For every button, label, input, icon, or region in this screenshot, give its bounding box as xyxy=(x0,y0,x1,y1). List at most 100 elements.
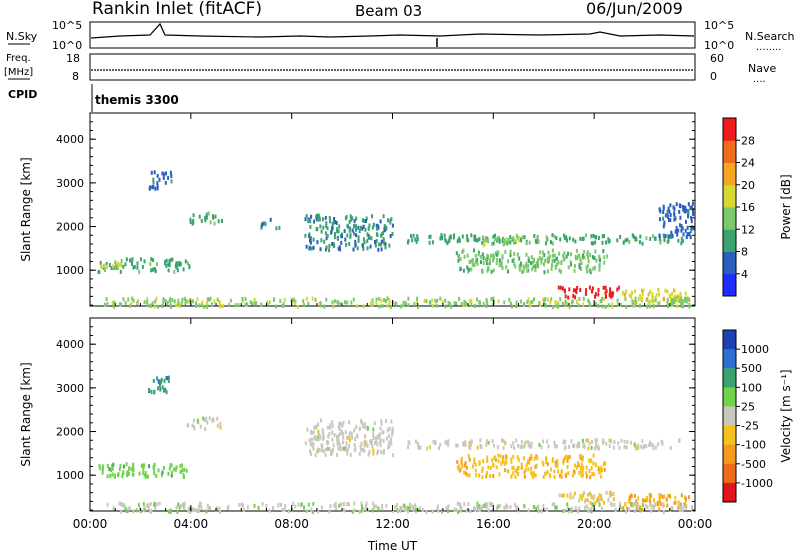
echo-cell xyxy=(650,442,652,447)
echo-cell xyxy=(613,440,616,445)
echo-cell xyxy=(601,468,604,473)
echo-cell xyxy=(154,299,157,304)
echo-cell xyxy=(120,263,123,267)
echo-cell xyxy=(353,443,356,447)
echo-cell xyxy=(669,446,672,450)
echo-cell xyxy=(643,498,646,503)
echo-cell xyxy=(684,496,687,501)
echo-cell xyxy=(376,442,379,447)
echo-cell xyxy=(590,445,593,450)
echo-cell xyxy=(244,302,247,307)
echo-cell xyxy=(343,508,346,513)
echo-cell xyxy=(576,509,579,514)
echo-cell xyxy=(253,503,256,508)
echo-cell xyxy=(538,255,541,260)
echo-cell xyxy=(174,467,177,472)
echo-cell xyxy=(327,446,330,451)
echo-region xyxy=(304,418,395,458)
echo-cell xyxy=(486,238,489,243)
echo-cell xyxy=(511,304,513,309)
echo-cell xyxy=(407,303,410,307)
echo-cell xyxy=(353,508,356,513)
echo-cell xyxy=(458,236,461,241)
echo-cell xyxy=(114,473,116,478)
echo-cell xyxy=(469,509,472,514)
echo-cell xyxy=(328,431,331,436)
echo-cell xyxy=(476,238,479,243)
echo-cell xyxy=(152,180,155,185)
echo-cell xyxy=(380,419,383,424)
echo-cell xyxy=(388,298,391,302)
echo-cell xyxy=(635,506,638,511)
echo-cell xyxy=(557,285,560,290)
nsky-left-tick-bottom: 10^0 xyxy=(52,39,82,52)
echo-cell xyxy=(668,493,671,498)
echo-cell xyxy=(545,457,548,462)
echo-cell xyxy=(539,250,542,255)
echo-cell xyxy=(148,464,151,469)
echo-cell xyxy=(602,438,605,443)
echo-cell xyxy=(381,506,384,511)
echo-cell xyxy=(198,214,201,219)
echo-cell xyxy=(192,507,195,512)
echo-cell xyxy=(161,385,164,390)
echo-cell xyxy=(658,237,661,242)
echo-cell xyxy=(629,496,632,501)
echo-cell xyxy=(382,430,385,435)
echo-cell xyxy=(637,446,640,450)
echo-cell xyxy=(582,253,584,258)
echo-cell xyxy=(589,252,592,257)
echo-cell xyxy=(581,438,584,443)
echo-cell xyxy=(583,491,586,495)
echo-cell xyxy=(445,239,448,244)
echo-cell xyxy=(639,508,642,513)
echo-cell xyxy=(580,496,583,501)
echo-cell xyxy=(550,266,553,271)
echo-cell xyxy=(111,472,114,477)
echo-region xyxy=(148,170,173,191)
echo-cell xyxy=(273,297,276,302)
echo-cell xyxy=(447,301,450,306)
echo-cell xyxy=(471,258,474,263)
echo-cell xyxy=(522,269,525,274)
echo-cell xyxy=(666,209,669,214)
echo-cell xyxy=(335,434,338,439)
echo-cell xyxy=(265,504,268,508)
echo-cell xyxy=(601,234,604,239)
echo-cell xyxy=(514,502,517,507)
echo-cell xyxy=(646,505,649,510)
echo-cell xyxy=(196,297,199,302)
echo-cell xyxy=(183,501,186,506)
colorbar-segment xyxy=(723,184,736,208)
echo-cell xyxy=(331,226,334,231)
echo-cell xyxy=(156,181,159,186)
echo-cell xyxy=(527,467,530,472)
echo-cell xyxy=(514,468,517,473)
echo-cell xyxy=(118,262,121,267)
echo-cell xyxy=(648,443,651,447)
echo-cell xyxy=(634,300,637,305)
echo-cell xyxy=(361,424,364,429)
colorbar-segment xyxy=(723,273,736,297)
echo-cell xyxy=(343,502,345,506)
echo-cell xyxy=(658,234,661,239)
echo-cell xyxy=(125,257,128,262)
echo-cell xyxy=(119,269,122,274)
echo-cell xyxy=(204,218,207,223)
echo-cell xyxy=(338,421,341,426)
echo-cell xyxy=(486,455,489,460)
echo-cell xyxy=(388,300,391,305)
echo-cell xyxy=(211,418,214,423)
echo-cell xyxy=(469,445,472,450)
echo-cell xyxy=(458,238,461,243)
echo-cell xyxy=(692,226,695,231)
echo-cell xyxy=(268,508,271,513)
echo-cell xyxy=(608,239,611,244)
echo-cell xyxy=(683,503,686,508)
echo-cell xyxy=(599,496,602,501)
echo-cell xyxy=(357,225,360,230)
nsky-right-tick-top: 10^5 xyxy=(704,19,734,32)
echo-cell xyxy=(253,297,256,302)
echo-cell xyxy=(573,264,576,268)
echo-cell xyxy=(171,298,174,302)
